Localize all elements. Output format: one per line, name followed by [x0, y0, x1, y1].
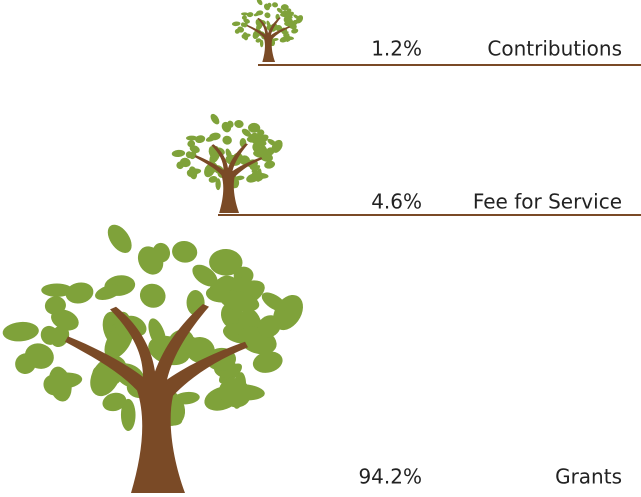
tree	[2, 221, 309, 493]
leaf	[2, 320, 40, 343]
leaf	[209, 113, 221, 126]
leaf	[241, 12, 248, 15]
value-label: 1.2%	[371, 37, 422, 61]
leaf	[233, 119, 245, 130]
leaf	[263, 11, 271, 19]
category-label: Fee for Service	[473, 190, 622, 214]
category-label: Contributions	[487, 37, 622, 61]
leaf	[103, 221, 137, 256]
leaf	[256, 0, 264, 6]
leaf	[186, 136, 198, 141]
chart: 1.2% Contributions 4.6% Fee for Service 94.2…	[0, 0, 641, 497]
leaf	[136, 280, 170, 312]
leaf	[168, 237, 201, 266]
category-label: Grants	[555, 465, 622, 489]
tree	[232, 0, 305, 62]
leaf	[221, 134, 234, 146]
tree	[171, 113, 284, 213]
leaf	[232, 21, 241, 26]
leaf	[171, 149, 185, 157]
leaf	[41, 283, 72, 296]
leaf	[271, 1, 279, 8]
value-label: 94.2%	[358, 465, 422, 489]
value-label: 4.6%	[371, 190, 422, 214]
